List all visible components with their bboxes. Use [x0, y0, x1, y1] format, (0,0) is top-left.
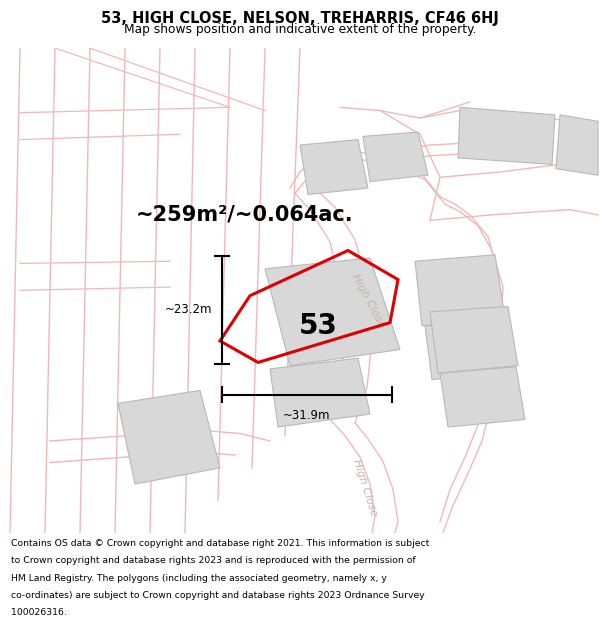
Polygon shape — [265, 258, 400, 366]
Text: ~259m²/~0.064ac.: ~259m²/~0.064ac. — [136, 205, 354, 225]
Polygon shape — [118, 391, 220, 484]
Text: 53, HIGH CLOSE, NELSON, TREHARRIS, CF46 6HJ: 53, HIGH CLOSE, NELSON, TREHARRIS, CF46 … — [101, 11, 499, 26]
Text: ~23.2m: ~23.2m — [164, 303, 212, 316]
Text: ~31.9m: ~31.9m — [283, 409, 331, 422]
Text: co-ordinates) are subject to Crown copyright and database rights 2023 Ordnance S: co-ordinates) are subject to Crown copyr… — [11, 591, 425, 600]
Polygon shape — [425, 319, 512, 379]
Text: 100026316.: 100026316. — [11, 608, 67, 617]
Polygon shape — [556, 115, 598, 175]
Polygon shape — [440, 367, 525, 427]
Text: Contains OS data © Crown copyright and database right 2021. This information is : Contains OS data © Crown copyright and d… — [11, 539, 429, 548]
Text: 53: 53 — [299, 312, 337, 340]
Polygon shape — [458, 107, 555, 164]
Text: HM Land Registry. The polygons (including the associated geometry, namely x, y: HM Land Registry. The polygons (includin… — [11, 574, 386, 582]
Text: High Close: High Close — [350, 272, 386, 329]
Polygon shape — [270, 358, 370, 427]
Polygon shape — [363, 132, 428, 182]
Polygon shape — [415, 255, 505, 326]
Polygon shape — [300, 139, 368, 194]
Polygon shape — [430, 306, 518, 373]
Text: to Crown copyright and database rights 2023 and is reproduced with the permissio: to Crown copyright and database rights 2… — [11, 556, 415, 565]
Text: Map shows position and indicative extent of the property.: Map shows position and indicative extent… — [124, 23, 476, 36]
Text: High Close: High Close — [351, 458, 379, 517]
